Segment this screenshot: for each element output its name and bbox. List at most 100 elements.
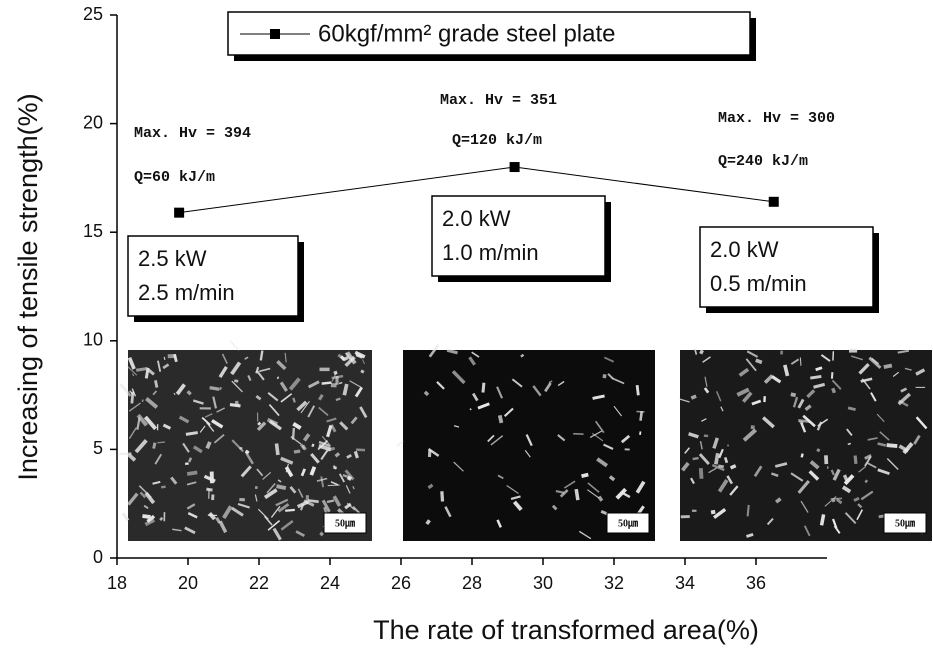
hardness-label: Max. Hv = 394 [134, 125, 251, 142]
micrograph-texture [328, 485, 340, 486]
micrograph-texture [237, 401, 238, 406]
micrograph-texture [521, 355, 524, 357]
micrograph-texture [887, 445, 898, 446]
micrograph-texture [132, 392, 133, 404]
scale-bar-label: 50㎛ [618, 518, 638, 529]
micrograph-texture [791, 394, 796, 395]
legend-marker [270, 29, 280, 39]
micrograph-texture [123, 513, 128, 520]
y-tick-label: 15 [83, 221, 103, 241]
scale-bar-label: 50㎛ [895, 518, 915, 529]
micrograph-texture [711, 512, 715, 513]
micrograph-texture [220, 388, 222, 389]
heat-input-label: Q=240 kJ/m [718, 153, 808, 170]
micrograph-texture [136, 368, 147, 370]
micrograph-texture [397, 441, 403, 446]
micrograph-texture [701, 350, 703, 354]
micrograph-texture [701, 468, 702, 479]
micrograph-texture [832, 500, 835, 501]
micrograph-texture [817, 449, 820, 451]
micrograph-texture [731, 466, 736, 468]
micrograph-texture [189, 458, 191, 462]
micrograph-texture [799, 421, 803, 423]
condition-text: 2.0 kW [710, 237, 779, 262]
condition-text: 2.5 m/min [138, 280, 235, 305]
micrograph-texture [293, 398, 295, 403]
micrograph-texture [210, 388, 220, 390]
micrograph-texture [691, 396, 696, 398]
y-tick-label: 5 [93, 438, 103, 458]
heat-input-label: Q=60 kJ/m [134, 169, 215, 186]
micrograph-texture [833, 388, 835, 393]
micrograph [403, 350, 655, 541]
micrograph-texture [425, 392, 428, 395]
heat-input-label: Q=120 kJ/m [452, 132, 542, 149]
x-tick-label: 22 [249, 573, 269, 593]
y-tick-label: 0 [93, 547, 103, 567]
micrograph-texture [748, 505, 749, 516]
x-tick-label: 32 [604, 573, 624, 593]
micrograph-texture [258, 423, 260, 425]
micrograph-texture [294, 451, 300, 452]
condition-text: 2.5 kW [138, 246, 207, 271]
micrograph-texture [427, 520, 430, 524]
micrograph-texture [320, 533, 323, 535]
hardness-label: Max. Hv = 300 [718, 110, 835, 127]
micrograph-texture [285, 510, 295, 511]
micrograph-texture [336, 398, 340, 400]
micrograph-texture [161, 487, 165, 488]
legend-label: 60kgf/mm² grade steel plate [318, 20, 615, 47]
micrograph-texture [848, 443, 851, 444]
micrograph-texture [322, 383, 332, 384]
micrograph-texture [187, 472, 197, 474]
micrograph-texture [361, 371, 364, 372]
micrograph-texture [746, 534, 753, 536]
y-tick-label: 25 [83, 4, 103, 24]
micrograph-texture [483, 383, 484, 393]
micrograph-texture [865, 481, 867, 482]
data-point [769, 197, 779, 207]
micrograph-texture [230, 340, 239, 350]
micrograph-texture [327, 500, 334, 501]
micrograph-texture [800, 357, 801, 365]
micrograph-texture [356, 450, 365, 451]
micrograph-texture [207, 442, 210, 448]
micrograph-texture [308, 500, 319, 501]
micrograph-texture [442, 491, 443, 501]
x-tick-label: 24 [320, 573, 340, 593]
micrograph-texture [810, 376, 821, 378]
micrograph-texture [816, 368, 822, 370]
micrograph-texture [756, 360, 762, 362]
micrograph-texture [599, 497, 602, 501]
micrograph-texture [637, 385, 638, 395]
micrograph-texture [576, 489, 578, 500]
x-tick-label: 20 [178, 573, 198, 593]
micrograph-texture [279, 480, 280, 481]
micrograph-texture [186, 433, 198, 435]
micrograph-texture [718, 466, 723, 467]
micrograph-texture [641, 411, 642, 421]
micrograph-texture [234, 381, 238, 382]
micrograph-texture [277, 444, 278, 455]
condition-text: 2.0 kW [442, 206, 511, 231]
y-axis-title: Increasing of tensile strength(%) [13, 93, 43, 480]
micrograph-texture [277, 377, 278, 379]
micrograph-texture [822, 514, 824, 525]
micrograph-texture [142, 516, 150, 517]
micrograph-texture [155, 380, 157, 387]
chart: The rate of transformed area(%) Increasi… [0, 0, 933, 648]
micrograph-texture [693, 458, 699, 459]
micrograph-texture [154, 443, 155, 449]
x-tick-label: 30 [533, 573, 553, 593]
y-tick-label: 20 [83, 112, 103, 132]
micrograph-texture [884, 365, 892, 367]
micrograph-texture [855, 455, 856, 463]
micrograph-texture [261, 351, 263, 361]
hardness-label: Max. Hv = 351 [440, 92, 557, 109]
micrograph-texture [716, 453, 718, 464]
micrograph-texture [230, 405, 240, 406]
x-tick-label: 34 [675, 573, 695, 593]
micrograph-texture [293, 428, 294, 440]
micrograph-texture [188, 391, 191, 394]
micrograph-texture [157, 442, 165, 443]
